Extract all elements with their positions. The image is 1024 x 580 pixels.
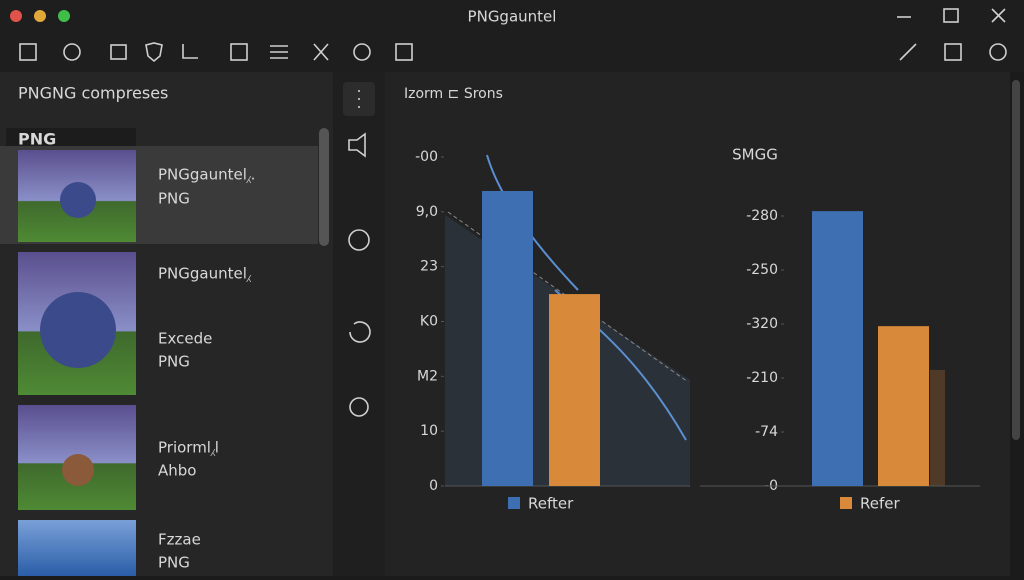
zoom-dot[interactable] [58,10,70,22]
y-tick-label: 23 [420,259,438,275]
filter-bg[interactable] [6,128,136,150]
tool-icons[interactable] [348,90,371,417]
legend-swatch [508,497,520,509]
item-type: PNG [158,554,190,572]
sidebar-heading: PNGNG compreses [18,84,168,103]
y-tick-label: 9,0 [416,204,438,220]
window-title: PNGgauntel [468,8,557,26]
y-tick-label: -250 [746,262,778,278]
item-name: PNGgauntel⁁ [158,265,252,283]
thumb-figure [40,292,116,368]
item-type: PNG [158,353,190,371]
thumb-figure [60,182,96,218]
close-dot[interactable] [10,10,22,22]
window-controls[interactable] [897,8,1006,23]
item-name: Fzzae [158,531,201,549]
y-tick-label: -00 [415,149,438,165]
chart-title: SMGG [732,146,778,164]
bar [878,326,929,486]
item-name: PNGgauntel⁁. [158,166,255,184]
title-toolbar-bg [0,0,1024,72]
legend-label: Refter [528,495,574,513]
legend-label: Refer [860,495,900,513]
thumbnail[interactable] [18,520,136,576]
bar [482,190,533,486]
item-type: PNG [158,190,190,208]
bar [549,294,600,486]
y-tick-label: -210 [746,370,778,386]
filter-dropdown[interactable]: PNG [18,130,56,149]
panel-scrollbar[interactable] [1012,80,1020,440]
thumb-figure [62,454,94,486]
y-tick-label: -74 [755,424,778,440]
y-tick-label: -280 [746,208,778,224]
tool-strip [333,72,385,576]
y-tick-label: M2 [417,368,438,384]
item-name: Excede [158,330,212,348]
item-name: Priorml⁁l [158,439,219,457]
panel-header: Izorm ⊏ Srons [404,86,503,102]
legend-swatch [840,497,852,509]
y-tick-label: -320 [746,316,778,332]
item-type: Ahbo [158,462,196,480]
toolbar-icons[interactable] [19,42,1007,63]
background-bar [930,370,945,486]
bar [812,211,863,486]
minimize-dot[interactable] [34,10,46,22]
y-tick-label: 0 [429,478,438,494]
y-tick-label: 10 [420,423,438,439]
scrollbar[interactable] [319,128,329,246]
y-tick-label: K0 [420,314,438,330]
